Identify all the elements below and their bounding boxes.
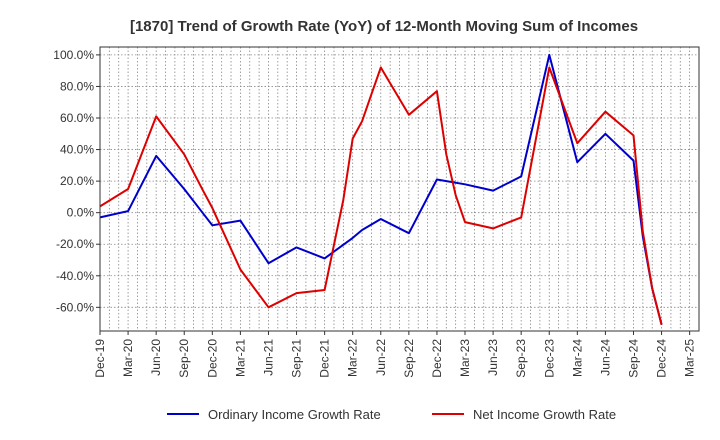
y-tick-label: 80.0%: [60, 79, 94, 93]
x-tick-label: Mar-21: [233, 339, 247, 377]
x-tick-label: Jun-21: [261, 339, 275, 376]
chart-title: [1870] Trend of Growth Rate (YoY) of 12-…: [130, 18, 638, 35]
y-tick-label: 0.0%: [67, 206, 95, 220]
x-tick-label: Mar-25: [683, 339, 697, 377]
plot-frame: [99, 46, 700, 332]
series-ordinary-income-line: [99, 53, 663, 325]
x-tick-label: Mar-22: [346, 339, 360, 377]
y-tick-label: 100.0%: [53, 48, 94, 62]
x-tick-label: Dec-20: [205, 339, 219, 378]
x-tick-label: Dec-19: [93, 339, 107, 378]
y-tick-label: -60.0%: [56, 300, 94, 314]
grid: [99, 47, 700, 331]
legend: Ordinary Income Growth Rate Net Income Gr…: [167, 407, 616, 422]
legend-label: Ordinary Income Growth Rate: [208, 407, 381, 422]
x-tick-label: Mar-23: [458, 339, 472, 377]
y-tick-label: 60.0%: [60, 111, 94, 125]
y-tick-label: -40.0%: [56, 269, 94, 283]
y-tick-label: 20.0%: [60, 174, 94, 188]
x-tick-label: Jun-24: [598, 339, 612, 376]
x-tick-label: Dec-23: [542, 339, 556, 378]
x-tick-label: Jun-20: [149, 339, 163, 376]
series-lines: [99, 53, 663, 325]
x-tick-label: Mar-24: [570, 339, 584, 377]
x-tick-label: Mar-20: [121, 339, 135, 377]
x-tick-label: Dec-21: [318, 339, 332, 378]
y-axis-ticks: 100.0% 80.0% 60.0% 40.0% 20.0% 0.0% -20.0% -40.…: [53, 48, 100, 314]
x-tick-label: Jun-23: [486, 339, 500, 376]
x-tick-label: Jun-22: [374, 339, 388, 376]
x-tick-label: Dec-22: [430, 339, 444, 378]
x-tick-label: Dec-24: [655, 339, 669, 378]
x-tick-label: Sep-24: [626, 339, 640, 378]
x-tick-label: Sep-20: [177, 339, 191, 378]
x-tick-label: Sep-22: [402, 339, 416, 378]
x-axis-ticks: Dec-19 Mar-20 Jun-20 Sep-20 Dec-20 Mar-21 Jun-…: [93, 331, 697, 378]
x-tick-label: Sep-23: [514, 339, 528, 378]
x-tick-label: Sep-21: [290, 339, 304, 378]
series-net-income-line: [99, 66, 663, 325]
y-tick-label: -20.0%: [56, 237, 94, 251]
y-tick-label: 40.0%: [60, 143, 94, 157]
legend-label: Net Income Growth Rate: [473, 407, 616, 422]
